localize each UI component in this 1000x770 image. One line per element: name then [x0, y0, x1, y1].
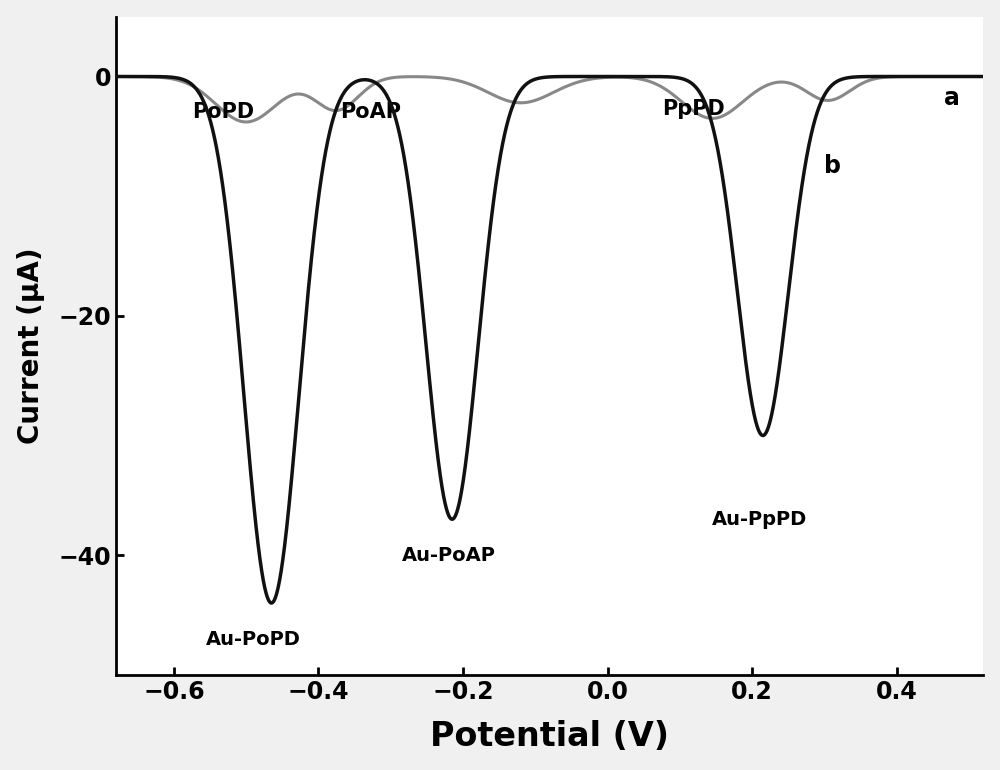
- Text: Au-PpPD: Au-PpPD: [712, 511, 808, 529]
- Y-axis label: Current (μA): Current (μA): [17, 247, 45, 444]
- Text: PpPD: PpPD: [662, 99, 724, 119]
- X-axis label: Potential (V): Potential (V): [430, 720, 669, 753]
- Text: b: b: [824, 154, 841, 179]
- Text: Au-PoAP: Au-PoAP: [402, 546, 495, 565]
- Text: a: a: [944, 86, 959, 110]
- Text: Au-PoPD: Au-PoPD: [206, 630, 301, 649]
- Text: PoPD: PoPD: [192, 102, 254, 122]
- Text: PoAP: PoAP: [340, 102, 401, 122]
